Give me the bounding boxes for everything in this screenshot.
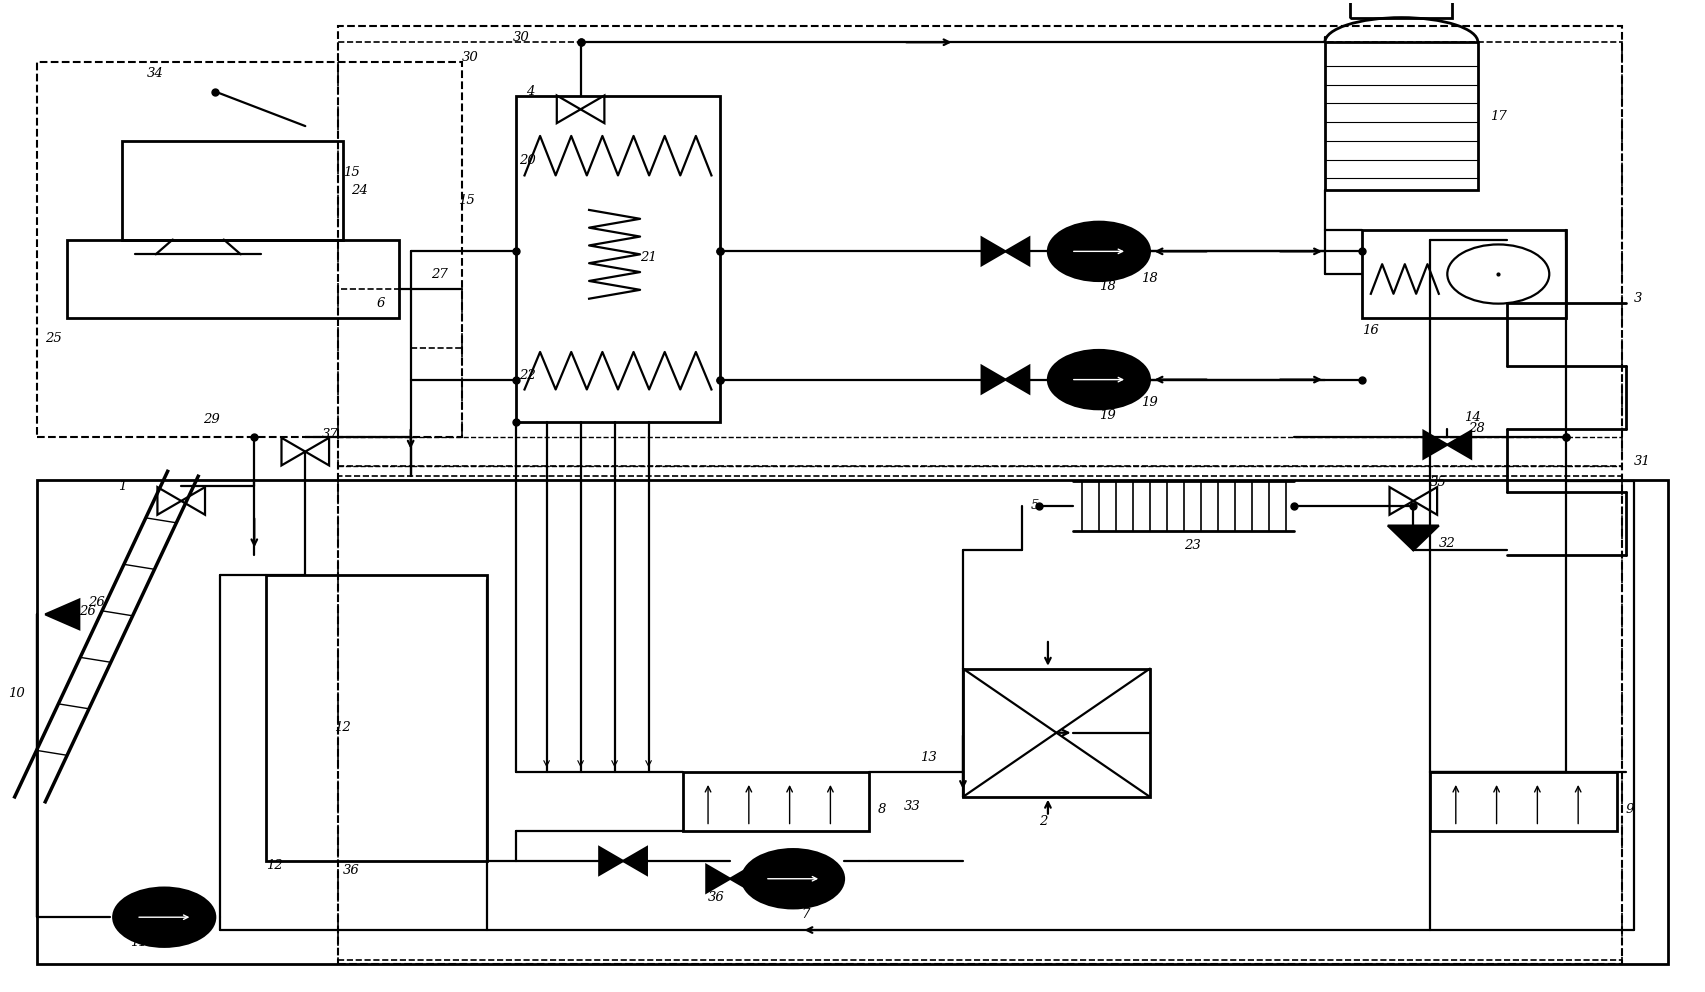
Bar [1430, 772, 1618, 831]
Text: 2: 2 [1040, 815, 1049, 828]
Text: 11: 11 [130, 936, 147, 949]
Text: 1: 1 [118, 480, 126, 493]
Text: 27: 27 [431, 268, 448, 281]
Bar [38, 62, 462, 436]
Polygon shape [1424, 431, 1448, 458]
Text: 23: 23 [1183, 539, 1200, 552]
Polygon shape [982, 237, 1006, 265]
Text: 9: 9 [1627, 804, 1633, 816]
Text: 12: 12 [334, 721, 351, 734]
Bar [38, 480, 1667, 963]
Text: 18: 18 [1100, 281, 1115, 294]
Bar [517, 96, 720, 422]
Text: 26: 26 [78, 605, 95, 618]
Text: 19: 19 [1141, 396, 1158, 409]
Text: 7: 7 [801, 908, 810, 921]
Text: 15: 15 [459, 193, 476, 206]
Polygon shape [706, 865, 730, 893]
Text: 36: 36 [708, 891, 725, 904]
Text: 4: 4 [527, 85, 535, 98]
Text: 18: 18 [1141, 273, 1158, 286]
Text: 14: 14 [1465, 411, 1482, 424]
Bar [266, 575, 488, 861]
Text: 19: 19 [1100, 409, 1115, 422]
Text: 13: 13 [921, 751, 938, 764]
Bar [121, 141, 343, 239]
Bar [68, 239, 399, 318]
Text: 32: 32 [1439, 537, 1456, 550]
Text: 24: 24 [351, 184, 368, 196]
Text: 10: 10 [9, 686, 24, 699]
Text: 6: 6 [377, 298, 385, 310]
Bar [338, 27, 1623, 963]
Circle shape [1049, 222, 1149, 281]
Polygon shape [730, 865, 754, 893]
Text: 30: 30 [462, 51, 479, 63]
Text: 17: 17 [1490, 110, 1507, 123]
Bar [338, 476, 1623, 959]
Text: 30: 30 [513, 31, 529, 44]
Text: 36: 36 [343, 864, 360, 877]
Bar [682, 772, 870, 831]
Polygon shape [1448, 431, 1471, 458]
Polygon shape [598, 847, 622, 875]
Text: 16: 16 [1362, 323, 1379, 336]
Text: 5: 5 [1032, 499, 1040, 512]
Polygon shape [1006, 237, 1030, 265]
Bar [1325, 43, 1478, 190]
Text: 12: 12 [266, 859, 283, 872]
Polygon shape [46, 599, 78, 629]
Text: 22: 22 [520, 369, 535, 382]
Text: 20: 20 [520, 154, 535, 167]
Text: 29: 29 [203, 413, 220, 426]
Polygon shape [1388, 526, 1439, 551]
Text: 3: 3 [1635, 293, 1642, 306]
Text: 37: 37 [322, 429, 339, 441]
Circle shape [113, 888, 215, 946]
Polygon shape [622, 847, 646, 875]
Polygon shape [982, 366, 1006, 394]
Text: 35: 35 [1430, 476, 1448, 489]
Text: 31: 31 [1635, 455, 1650, 468]
Polygon shape [1006, 366, 1030, 394]
Text: 34: 34 [147, 67, 164, 80]
Text: 21: 21 [639, 251, 656, 264]
Text: 33: 33 [904, 801, 921, 813]
Bar [963, 669, 1149, 797]
Text: 26: 26 [87, 596, 104, 609]
Text: 28: 28 [1468, 423, 1485, 435]
Bar [1350, 0, 1453, 18]
Bar [1362, 230, 1567, 318]
Circle shape [1049, 350, 1149, 409]
Text: 15: 15 [343, 166, 360, 179]
Bar [338, 43, 1623, 466]
Circle shape [742, 849, 844, 909]
Text: 25: 25 [46, 331, 61, 344]
Text: 8: 8 [878, 804, 887, 816]
